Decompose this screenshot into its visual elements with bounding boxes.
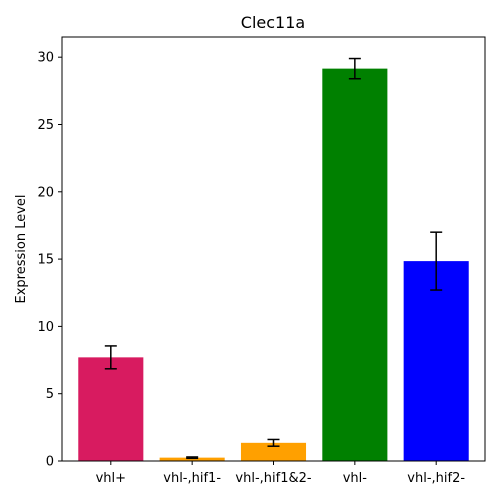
x-tick-label: vhl+ [96, 471, 126, 486]
y-tick-label: 30 [37, 51, 54, 66]
bars-layer [78, 68, 469, 461]
chart-title: Clec11a [241, 13, 305, 32]
bar-3 [322, 68, 388, 461]
y-tick-label: 5 [46, 387, 54, 402]
x-tick-label: vhl-,hif2- [407, 471, 465, 486]
error-bar-0 [104, 345, 117, 370]
x-tick-label: vhl- [343, 471, 368, 486]
bar-4 [403, 261, 469, 461]
plot-frame [61, 36, 486, 462]
x-tick-label: vhl-,hif1- [163, 471, 221, 486]
y-tick-label: 25 [37, 118, 54, 133]
y-tick-label: 20 [37, 185, 54, 200]
x-tick-label: vhl-,hif1&2- [235, 471, 311, 486]
y-tick-label: 0 [46, 455, 54, 470]
error-bar-4 [430, 231, 443, 291]
bar-0 [78, 357, 144, 461]
error-bars-layer [104, 57, 443, 460]
bar-2 [240, 442, 307, 461]
error-bar-3 [348, 57, 361, 80]
x-ticks-layer: vhl+ vhl-,hif1- vhl-,hif1&2- vhl-vhl-,hif2- [96, 461, 465, 486]
error-bar-2 [267, 438, 280, 447]
y-tick-label: 15 [37, 253, 54, 268]
bar-1 [159, 457, 225, 461]
error-bar-1 [186, 456, 199, 460]
y-tick-label: 10 [37, 320, 54, 335]
y-ticks-layer: 0 5 10 15 20 25 30 [37, 51, 62, 470]
y-axis-label: Expression Level [14, 194, 29, 303]
